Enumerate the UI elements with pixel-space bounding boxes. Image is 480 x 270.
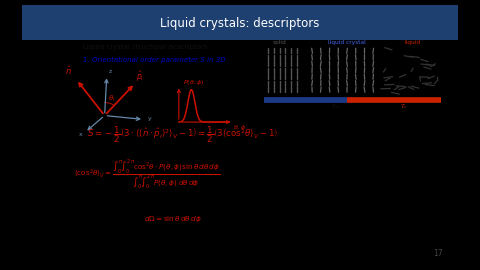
Text: y: y [148,116,152,121]
Text: $P(\theta,\phi)$: $P(\theta,\phi)$ [183,79,204,87]
Text: $\hat{p}_i$: $\hat{p}_i$ [136,69,144,84]
Text: $\hat{n}$: $\hat{n}$ [65,65,72,77]
Text: $S = -\dfrac{1}{2}\left(3\cdot\langle(\hat{n}\cdot\hat{p}_i)^2\rangle_V - 1\righ: $S = -\dfrac{1}{2}\left(3\cdot\langle(\h… [87,125,278,145]
Text: z: z [109,69,112,74]
Text: $d\Omega = \sin\theta\,d\theta\,d\phi$: $d\Omega = \sin\theta\,d\theta\,d\phi$ [144,214,202,224]
Text: $\langle\cos^2\!\theta\rangle_V = \dfrac{\int_0^{\pi}\!\int_0^{2\pi}\cos^2\!\the: $\langle\cos^2\!\theta\rangle_V = \dfrac… [74,158,220,192]
Text: $\theta_i$: $\theta_i$ [108,93,116,104]
Text: Liquid crystals: descriptors: Liquid crystals: descriptors [160,16,320,29]
Text: 17: 17 [433,249,443,258]
Text: $T_m$: $T_m$ [331,102,341,111]
Text: liquid: liquid [405,40,420,45]
Text: 1. Orientational order parameter S in 3D: 1. Orientational order parameter S in 3D [83,57,226,63]
Text: solid: solid [273,40,286,45]
Text: x: x [79,132,83,137]
Text: liquid crystal: liquid crystal [328,40,366,45]
Bar [22,5,458,40]
Text: $T_c$: $T_c$ [400,102,408,111]
Text: Liquid crystal structural descriptors:: Liquid crystal structural descriptors: [83,44,209,50]
Text: $\theta,\phi$: $\theta,\phi$ [233,123,246,131]
